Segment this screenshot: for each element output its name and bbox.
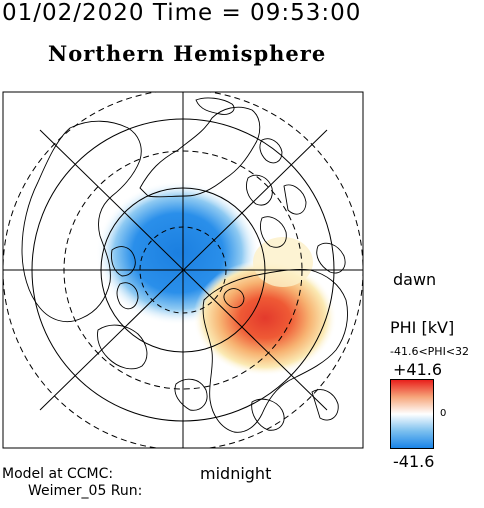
- legend-max-label: +41.6: [393, 360, 443, 379]
- map-frame: [2, 91, 364, 449]
- dawn-label: dawn: [393, 270, 437, 289]
- legend-title: PHI [kV]: [390, 318, 455, 337]
- legend-min-label: -41.6: [393, 452, 435, 471]
- positive-potential-halo: [253, 237, 313, 287]
- colorbar: [390, 379, 434, 449]
- run-label: Weimer_05 Run:: [28, 483, 143, 499]
- midnight-label: midnight: [200, 464, 272, 483]
- positive-potential-cell: [193, 260, 337, 376]
- meridian-line: [39, 129, 328, 411]
- date-time-header: 01/02/2020 Time = 09:53:00: [2, 0, 362, 26]
- legend-zero-label: 0: [440, 408, 447, 419]
- model-label: Model at CCMC:: [2, 466, 114, 482]
- coastlines: [21, 97, 348, 433]
- hemisphere-title: Northern Hemisphere: [48, 41, 327, 66]
- legend-range: -41.6<PHI<32: [390, 346, 470, 357]
